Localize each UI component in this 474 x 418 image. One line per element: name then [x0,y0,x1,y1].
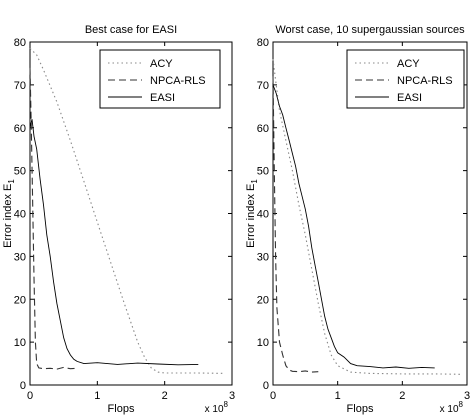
x-axis-multiplier: x 108 [205,400,229,415]
y-tick-label: 0 [263,380,269,392]
x-tick-label: 2 [162,390,168,402]
y-tick-label: 60 [257,123,269,135]
chart-panel-1: Best case for EASI 0 10 20 30 40 50 60 70 80 0 1 2 3 F… [2,24,235,415]
legend: ACY NPCA-RLS EASI [346,49,465,109]
y-tick-label: 10 [14,337,26,349]
x-tick-label: 0 [270,390,276,402]
series-line-easi [29,119,199,366]
y-tick-label: 80 [14,37,26,49]
legend-label: NPCA-RLS [150,75,206,87]
y-tick-label: 10 [257,337,269,349]
y-axis-label: Error index E1 [245,179,259,248]
legend-label: EASI [150,92,175,104]
chart-panel-2: Worst case, 10 supergaussian sources0102… [245,24,470,415]
x-tick-label: 0 [27,390,33,402]
y-tick-label: 20 [14,294,26,306]
y-tick-label: 50 [14,166,26,178]
y-tick-label: 30 [14,251,26,263]
legend: ACY NPCA-RLS EASI [99,49,221,109]
y-tick-label: 30 [257,251,269,263]
legend-label: ACY [150,58,173,70]
x-tick-label: 3 [464,390,470,402]
y-axis-label: Error index E1 [2,179,16,248]
y-tick-label: 40 [257,209,269,221]
y-tick-label: 60 [14,123,26,135]
x-tick-label: 3 [229,390,235,402]
x-tick-label: 2 [399,390,405,402]
x-tick-label: 1 [335,390,341,402]
legend-label: EASI [397,92,422,104]
series-line-npca-rls [272,76,319,373]
legend-box [346,49,465,109]
legend-label: NPCA-RLS [397,75,453,87]
y-tick-label: 70 [14,80,26,92]
chart-title: Worst case, 10 supergaussian sources [275,24,465,36]
legend-label: ACY [397,58,420,70]
series-line-easi [272,84,435,369]
y-tick-label: 50 [257,166,269,178]
series-line-acy [272,59,461,375]
y-tick-label: 70 [257,80,269,92]
x-tick-label: 1 [94,390,100,402]
legend-box [99,49,221,109]
y-tick-label: 20 [257,294,269,306]
x-axis-multiplier: x 108 [440,400,464,415]
y-tick-label: 0 [20,380,26,392]
y-tick-label: 40 [14,209,26,221]
series-line-npca-rls [29,67,78,370]
y-tick-label: 80 [257,37,269,49]
x-axis-label: Flops [108,403,135,415]
x-axis-label: Flops [347,403,374,415]
chart-title: Best case for EASI [85,24,177,36]
